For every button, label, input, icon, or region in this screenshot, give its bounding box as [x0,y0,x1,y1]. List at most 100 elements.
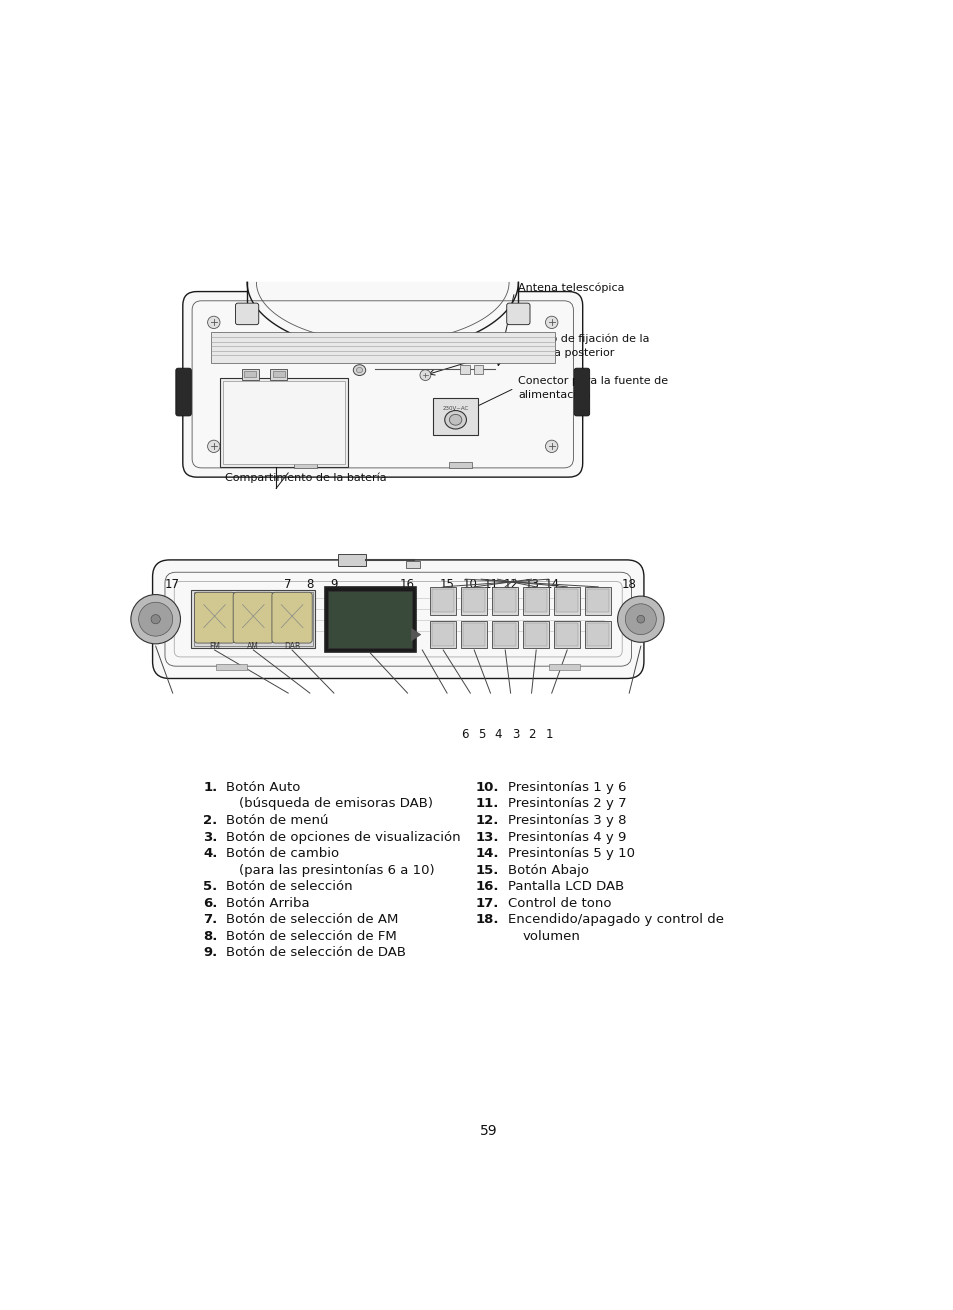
Bar [432,624,454,646]
Text: 3.: 3. [203,831,217,844]
Text: Botón de menú: Botón de menú [226,814,329,827]
Ellipse shape [444,410,466,428]
Bar [463,590,484,612]
Bar [432,590,454,612]
Text: 2: 2 [528,727,535,740]
Text: 14: 14 [544,579,558,591]
Text: 10.: 10. [475,781,498,794]
Text: 2.: 2. [203,814,217,827]
Text: 15: 15 [439,579,455,591]
Bar [193,592,313,646]
Bar [448,461,472,468]
Text: 6: 6 [461,727,469,740]
Text: Botón Abajo: Botón Abajo [508,863,589,876]
Bar [324,587,416,651]
Text: 11: 11 [483,579,498,591]
Bar [584,621,611,648]
Bar [522,621,549,648]
Bar [554,587,579,614]
Bar [525,590,546,612]
Bar [192,590,315,648]
Bar [494,590,516,612]
Text: 9.: 9. [203,946,217,959]
FancyBboxPatch shape [272,592,312,643]
Text: Antena telescópica: Antena telescópica [517,283,624,293]
Bar [492,621,517,648]
FancyBboxPatch shape [175,368,192,415]
FancyBboxPatch shape [233,592,274,643]
Bar [554,621,579,648]
Text: 7.: 7. [203,913,217,926]
Bar [270,369,287,380]
Ellipse shape [356,367,362,373]
Text: 13.: 13. [475,831,498,844]
Text: Botón de selección de FM: Botón de selección de FM [226,930,396,943]
Text: 6.: 6. [203,897,217,909]
Text: Presintonías 1 y 6: Presintonías 1 y 6 [508,781,626,794]
Ellipse shape [449,414,461,426]
Text: Botón de cambio: Botón de cambio [226,848,339,861]
Text: volumen: volumen [521,930,579,943]
Text: Botón de selección: Botón de selección [226,880,353,893]
FancyBboxPatch shape [183,292,582,477]
Bar [474,364,483,373]
Circle shape [545,440,558,452]
Text: 9: 9 [330,579,337,591]
FancyBboxPatch shape [235,303,258,325]
Text: 230V~AC: 230V~AC [442,406,468,411]
Bar [241,369,258,380]
Bar [337,554,365,566]
Text: (para las presintonías 6 a 10): (para las presintonías 6 a 10) [239,863,435,876]
Text: 17: 17 [165,579,180,591]
Circle shape [419,369,431,380]
Text: Botón de selección de AM: Botón de selección de AM [226,913,398,926]
Bar [522,587,549,614]
Text: 10: 10 [462,579,477,591]
Text: Presintonías 5 y 10: Presintonías 5 y 10 [508,848,635,861]
Text: Botón de selección de DAB: Botón de selección de DAB [226,946,406,959]
Bar [460,587,487,614]
Bar [433,398,477,435]
Text: 18: 18 [621,579,637,591]
Text: 4: 4 [494,727,501,740]
Text: Conector para la fuente de
alimentación: Conector para la fuente de alimentación [517,376,668,400]
Text: 17.: 17. [476,897,498,909]
Polygon shape [411,629,420,641]
Text: Presintonías 3 y 8: Presintonías 3 y 8 [508,814,626,827]
Bar [584,587,611,614]
Polygon shape [247,283,517,351]
Text: Pantalla LCD DAB: Pantalla LCD DAB [508,880,624,893]
Bar [556,624,578,646]
Bar [549,664,579,669]
Bar [463,624,484,646]
Text: 1: 1 [545,727,553,740]
Bar [430,621,456,648]
Bar [587,624,608,646]
Bar [211,333,555,363]
Bar [223,381,344,464]
Bar [328,591,412,647]
Text: FM: FM [209,642,220,651]
Circle shape [151,614,160,624]
Text: 8: 8 [306,579,314,591]
Text: Botón Auto: Botón Auto [226,781,300,794]
Circle shape [208,316,220,329]
Circle shape [637,616,644,624]
Text: Compartimento de la batería: Compartimento de la batería [224,473,386,483]
Text: 1.: 1. [203,781,217,794]
Bar [220,379,348,466]
Circle shape [545,316,558,329]
Text: 18.: 18. [475,913,498,926]
Text: 15.: 15. [476,863,498,876]
Text: Presintonías 2 y 7: Presintonías 2 y 7 [508,798,626,811]
Text: 16: 16 [399,579,415,591]
FancyBboxPatch shape [574,368,589,415]
Text: 5.: 5. [203,880,217,893]
Text: 3: 3 [512,727,518,740]
FancyBboxPatch shape [194,592,234,643]
Text: 16.: 16. [475,880,498,893]
Text: 4.: 4. [203,848,217,861]
Text: DAB: DAB [284,642,300,651]
Circle shape [131,595,180,643]
Text: Tornillo de fijación de la
carcasa posterior: Tornillo de fijación de la carcasa poste… [517,334,649,358]
